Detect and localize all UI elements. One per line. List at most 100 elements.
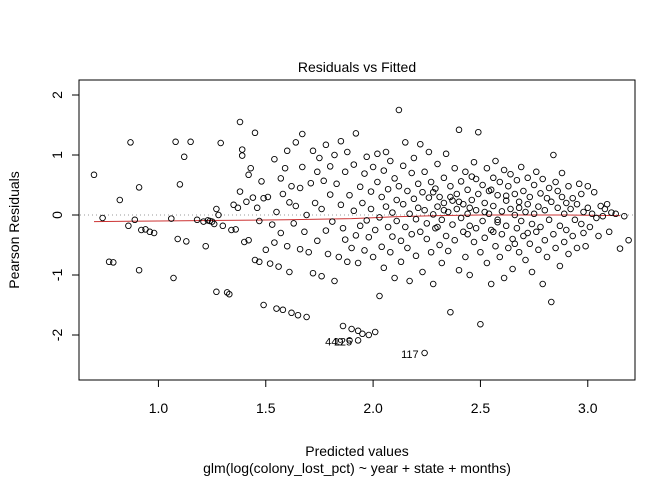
residual-point bbox=[309, 269, 317, 277]
residual-point bbox=[511, 190, 519, 198]
residual-point bbox=[363, 153, 370, 161]
residual-point bbox=[563, 199, 570, 207]
residual-point bbox=[612, 210, 619, 218]
residual-point bbox=[453, 205, 461, 213]
residual-point bbox=[554, 204, 561, 212]
residual-points bbox=[90, 106, 632, 357]
residual-point bbox=[528, 268, 536, 276]
residual-point bbox=[419, 188, 426, 196]
residual-point bbox=[533, 168, 540, 176]
residual-point bbox=[429, 280, 437, 288]
residual-point bbox=[213, 205, 220, 213]
residual-point bbox=[116, 196, 124, 204]
residual-point bbox=[578, 190, 585, 198]
residual-point bbox=[168, 215, 175, 222]
residual-point bbox=[387, 248, 394, 256]
residual-point bbox=[432, 185, 439, 192]
residual-point bbox=[419, 268, 426, 276]
residual-point bbox=[498, 208, 506, 215]
residual-point bbox=[393, 196, 400, 204]
residual-point bbox=[481, 199, 488, 207]
residual-point bbox=[558, 169, 566, 177]
residual-point bbox=[329, 218, 336, 225]
residual-point bbox=[580, 229, 587, 237]
residual-point bbox=[314, 237, 321, 245]
residual-point bbox=[352, 232, 360, 239]
residual-point bbox=[492, 157, 499, 165]
y-axis-label: Pearson Residuals bbox=[6, 171, 22, 289]
residual-point bbox=[213, 288, 220, 296]
residual-point bbox=[350, 207, 358, 215]
residual-point bbox=[475, 190, 482, 198]
residual-point bbox=[455, 126, 463, 134]
residual-point bbox=[176, 181, 184, 188]
residual-point bbox=[247, 164, 254, 172]
residual-point bbox=[397, 258, 405, 266]
residual-point bbox=[384, 185, 392, 193]
residual-point bbox=[410, 154, 418, 162]
residual-point bbox=[541, 236, 549, 244]
residual-point bbox=[451, 164, 458, 172]
residual-point bbox=[449, 221, 456, 228]
residual-point bbox=[290, 220, 297, 227]
residual-point bbox=[245, 236, 252, 244]
residual-point bbox=[466, 222, 473, 230]
residual-point bbox=[455, 198, 463, 206]
residual-point bbox=[135, 266, 143, 274]
residual-point bbox=[348, 244, 355, 252]
residual-point bbox=[236, 118, 244, 126]
x-axis: 1.0 1.5 2.0 2.5 3.0 bbox=[149, 379, 598, 416]
residual-point bbox=[560, 238, 568, 246]
residual-point bbox=[593, 214, 600, 222]
residual-point bbox=[554, 187, 561, 195]
residual-point bbox=[346, 191, 353, 199]
residual-point bbox=[389, 209, 396, 216]
residual-point bbox=[183, 238, 190, 245]
point-label: 449 bbox=[325, 336, 343, 348]
residual-point bbox=[502, 192, 510, 200]
residual-point bbox=[378, 193, 385, 201]
residual-point bbox=[262, 246, 270, 254]
residual-point bbox=[253, 204, 261, 212]
residual-point bbox=[354, 337, 362, 344]
residual-point bbox=[236, 188, 244, 195]
residual-point bbox=[260, 301, 267, 309]
residual-point bbox=[296, 245, 304, 253]
residual-point bbox=[318, 205, 325, 213]
residual-point bbox=[427, 248, 435, 256]
residual-point bbox=[550, 151, 557, 159]
residual-point bbox=[526, 240, 534, 248]
residual-point bbox=[311, 199, 319, 207]
residual-point bbox=[490, 202, 497, 210]
residual-point bbox=[127, 139, 134, 146]
residual-point bbox=[513, 176, 521, 184]
residual-point bbox=[279, 306, 287, 314]
residual-point bbox=[286, 199, 293, 206]
residual-point bbox=[569, 232, 576, 240]
residual-point bbox=[483, 259, 491, 267]
residual-point bbox=[365, 331, 373, 339]
residual-point bbox=[507, 205, 514, 213]
residual-point bbox=[268, 221, 276, 228]
residual-point bbox=[520, 187, 527, 195]
residual-point bbox=[539, 280, 546, 288]
residual-point bbox=[378, 243, 385, 251]
residual-point bbox=[500, 274, 508, 282]
residual-point bbox=[490, 228, 497, 236]
residual-point bbox=[241, 238, 248, 246]
residual-point bbox=[352, 130, 360, 137]
residual-point bbox=[374, 178, 381, 186]
residual-point bbox=[599, 212, 607, 220]
residual-point bbox=[232, 226, 239, 233]
residual-point bbox=[412, 252, 420, 260]
residual-point bbox=[496, 178, 504, 186]
residual-point bbox=[326, 191, 334, 198]
residual-point bbox=[552, 244, 559, 252]
residual-point bbox=[421, 168, 428, 176]
residual-point bbox=[408, 230, 415, 238]
residual-point bbox=[535, 246, 542, 254]
residual-point bbox=[344, 258, 351, 266]
residual-point bbox=[545, 184, 553, 192]
residual-point bbox=[273, 208, 280, 216]
